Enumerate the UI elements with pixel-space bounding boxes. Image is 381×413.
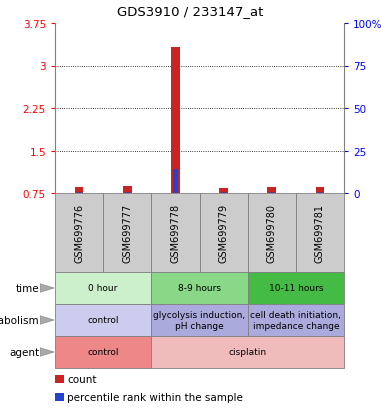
Polygon shape [40, 284, 54, 292]
Bar [125, 193, 130, 194]
Bar [267, 188, 276, 194]
Text: count: count [67, 374, 96, 384]
Bar [219, 189, 228, 194]
Bar [55, 272, 151, 304]
Bar [151, 272, 248, 304]
Bar [200, 194, 248, 272]
Bar [296, 194, 344, 272]
Text: GSM699777: GSM699777 [122, 203, 132, 263]
Bar [77, 193, 82, 194]
Bar [269, 193, 274, 194]
Bar [103, 194, 151, 272]
Bar [123, 187, 131, 194]
Bar [55, 336, 151, 368]
Bar [151, 304, 248, 336]
Text: 0 hour: 0 hour [88, 284, 118, 293]
Text: agent: agent [9, 347, 39, 357]
Text: GSM699779: GSM699779 [219, 204, 229, 262]
Text: GDS3910 / 233147_at: GDS3910 / 233147_at [117, 5, 264, 19]
Bar [151, 336, 344, 368]
Bar [75, 188, 83, 194]
Polygon shape [40, 316, 54, 325]
Text: cell death initiation,
impedance change: cell death initiation, impedance change [250, 311, 341, 330]
Bar [248, 272, 344, 304]
Text: GSM699778: GSM699778 [170, 204, 181, 262]
Text: GSM699776: GSM699776 [74, 204, 84, 262]
Text: glycolysis induction,
pH change: glycolysis induction, pH change [154, 311, 246, 330]
Bar [248, 304, 344, 336]
Text: cisplatin: cisplatin [229, 348, 267, 357]
Bar [317, 193, 322, 194]
Polygon shape [40, 348, 54, 356]
Bar [248, 194, 296, 272]
Text: percentile rank within the sample: percentile rank within the sample [67, 392, 243, 402]
Text: control: control [87, 316, 119, 325]
Text: GSM699780: GSM699780 [267, 204, 277, 262]
Text: 8-9 hours: 8-9 hours [178, 284, 221, 293]
Text: metabolism: metabolism [0, 315, 39, 325]
Text: time: time [15, 283, 39, 293]
Bar [55, 304, 151, 336]
Text: control: control [87, 348, 119, 357]
Text: GSM699781: GSM699781 [315, 204, 325, 262]
Bar [315, 188, 324, 194]
Bar [55, 194, 103, 272]
Bar [173, 169, 178, 194]
Bar [151, 194, 200, 272]
Text: 10-11 hours: 10-11 hours [269, 284, 323, 293]
Bar [221, 193, 226, 194]
Bar [171, 48, 180, 194]
